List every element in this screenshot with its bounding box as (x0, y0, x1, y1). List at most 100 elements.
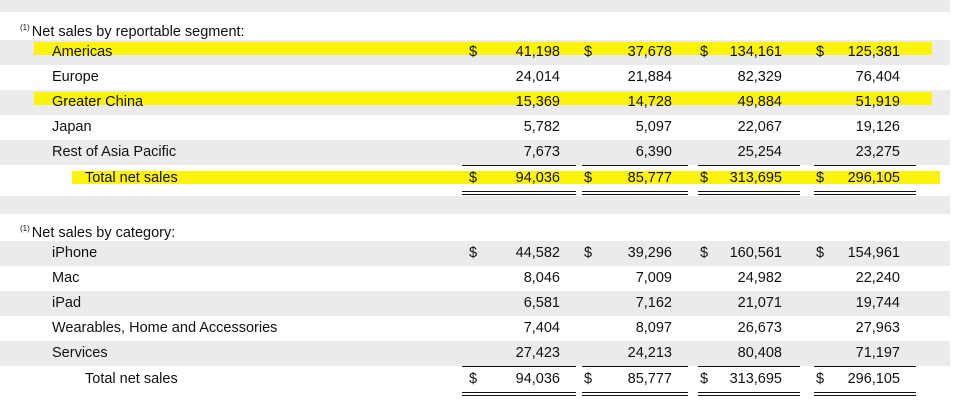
value-cell: 71,197 (855, 345, 900, 361)
subtotal-rule (462, 165, 576, 166)
value-cell: 49,884 (737, 94, 782, 110)
currency-symbol: $ (469, 245, 478, 261)
value-cell: 80,408 (737, 345, 782, 361)
table-row: iPad 6,581 7,162 21,071 19,744 (0, 291, 950, 316)
table-row: iPhone $ 44,582 $ 39,296 $ 160,561 $ 154… (0, 241, 950, 266)
value-cell: 19,126 (855, 119, 900, 135)
value-cell: 37,678 (627, 44, 672, 60)
value-cell: 125,381 (847, 44, 900, 60)
value-cell: 24,213 (627, 345, 672, 361)
footnote-marker: (1) (20, 224, 30, 233)
value-cell: 25,254 (737, 144, 782, 160)
subtotal-rule (462, 366, 576, 367)
section-title: Net sales by category: (31, 225, 176, 241)
value-cell: 82,329 (737, 69, 782, 85)
row-label: iPhone (52, 245, 98, 261)
row-label: Japan (52, 119, 92, 135)
value-cell: 76,404 (855, 69, 900, 85)
value-cell: 6,390 (635, 144, 672, 160)
value-cell: 94,036 (515, 170, 560, 186)
value-cell: 21,071 (737, 295, 782, 311)
table-row: Japan 5,782 5,097 22,067 19,126 (0, 115, 950, 140)
value-cell: 8,097 (635, 320, 672, 336)
currency-symbol: $ (469, 371, 478, 387)
total-row: Total net sales $ 94,036 $ 85,777 $ 313,… (0, 367, 950, 392)
currency-symbol: $ (816, 44, 825, 60)
value-cell: 21,884 (627, 69, 672, 85)
value-cell: 27,423 (515, 345, 560, 361)
subtotal-rule (698, 165, 800, 166)
value-cell: 24,014 (515, 69, 560, 85)
currency-symbol: $ (584, 245, 593, 261)
value-cell: 134,161 (729, 44, 782, 60)
table-row: Americas $ 41,198 $ 37,678 $ 134,161 $ 1… (0, 40, 950, 65)
highlight-mark (34, 92, 932, 105)
section-title: Net sales by reportable segment: (31, 24, 245, 40)
subtotal-rule (582, 165, 688, 166)
value-cell: 313,695 (729, 170, 782, 186)
highlight-mark (72, 171, 940, 184)
total-label: Total net sales (85, 371, 178, 387)
value-cell: 154,961 (847, 245, 900, 261)
total-label: Total net sales (85, 170, 178, 186)
total-row: Total net sales $ 94,036 $ 85,777 $ 313,… (0, 166, 950, 191)
value-cell: 313,695 (729, 371, 782, 387)
value-cell: 5,097 (635, 119, 672, 135)
currency-symbol: $ (584, 44, 593, 60)
total-double-rule (462, 392, 576, 396)
currency-symbol: $ (700, 44, 709, 60)
value-cell: 51,919 (855, 94, 900, 110)
value-cell: 8,046 (523, 270, 560, 286)
subtotal-rule (582, 366, 688, 367)
currency-symbol: $ (469, 44, 478, 60)
row-label: iPad (52, 295, 82, 311)
table-row: Greater China 15,369 14,728 49,884 51,91… (0, 90, 950, 115)
table-row: Rest of Asia Pacific 7,673 6,390 25,254 … (0, 140, 950, 165)
value-cell: 41,198 (515, 44, 560, 60)
total-double-rule (582, 392, 688, 396)
row-label: Europe (52, 69, 99, 85)
row-label: Americas (52, 44, 113, 60)
currency-symbol: $ (584, 371, 593, 387)
subtotal-rule (698, 366, 800, 367)
value-cell: 6,581 (523, 295, 560, 311)
highlight-mark (34, 42, 932, 55)
total-double-rule (698, 191, 800, 195)
value-cell: 5,782 (523, 119, 560, 135)
value-cell: 7,404 (523, 320, 560, 336)
currency-symbol: $ (816, 371, 825, 387)
value-cell: 7,162 (635, 295, 672, 311)
currency-symbol: $ (584, 170, 593, 186)
table-row: Mac 8,046 7,009 24,982 22,240 (0, 266, 950, 291)
table-row: Services 27,423 24,213 80,408 71,197 (0, 341, 950, 366)
segment-section-title: (1) Net sales by reportable segment: (0, 15, 950, 40)
footnote-marker: (1) (20, 23, 30, 32)
currency-symbol: $ (700, 371, 709, 387)
value-cell: 85,777 (627, 371, 672, 387)
table-row: Europe 24,014 21,884 82,329 76,404 (0, 65, 950, 90)
total-double-rule (462, 191, 576, 195)
row-label: Rest of Asia Pacific (52, 144, 177, 160)
value-cell: 22,240 (855, 270, 900, 286)
row-label: Mac (52, 270, 80, 286)
value-cell: 39,296 (627, 245, 672, 261)
currency-symbol: $ (700, 170, 709, 186)
category-section-title: (1) Net sales by category: (0, 216, 950, 241)
currency-symbol: $ (700, 245, 709, 261)
total-double-rule (814, 191, 916, 195)
value-cell: 26,673 (737, 320, 782, 336)
total-double-rule (582, 191, 688, 195)
value-cell: 15,369 (515, 94, 560, 110)
section-spacer (0, 196, 950, 214)
value-cell: 22,067 (737, 119, 782, 135)
value-cell: 7,009 (635, 270, 672, 286)
total-double-rule (814, 392, 916, 396)
value-cell: 7,673 (523, 144, 560, 160)
value-cell: 94,036 (515, 371, 560, 387)
value-cell: 24,982 (737, 270, 782, 286)
currency-symbol: $ (816, 170, 825, 186)
value-cell: 85,777 (627, 170, 672, 186)
row-label: Wearables, Home and Accessories (52, 320, 278, 336)
row-label: Services (52, 345, 108, 361)
value-cell: 296,105 (847, 170, 900, 186)
